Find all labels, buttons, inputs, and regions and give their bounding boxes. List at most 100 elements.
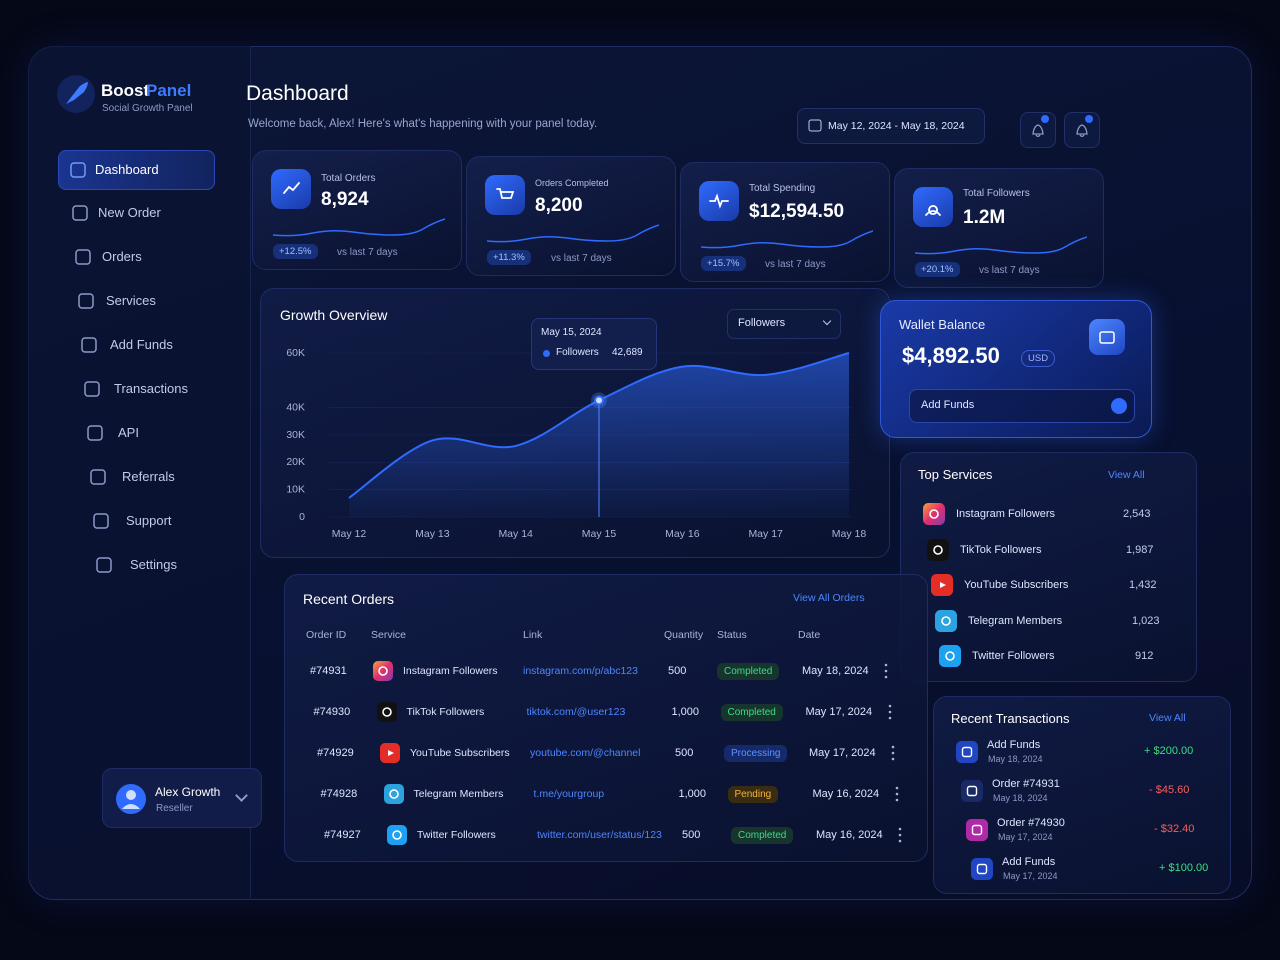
order-link[interactable]: tiktok.com/@user123 xyxy=(526,706,626,718)
tooltip-value: 42,689 xyxy=(612,347,643,359)
transaction-amount: + $200.00 xyxy=(1144,745,1194,757)
service-icon xyxy=(939,645,961,667)
nav-label: Support xyxy=(126,513,172,528)
top-services-title: Top Services xyxy=(918,467,993,482)
x-tick-label: May 17 xyxy=(748,528,783,540)
brand-name: Boost xyxy=(101,81,150,100)
message-button[interactable] xyxy=(1064,112,1100,148)
service-glyph-shape xyxy=(381,707,392,717)
top-services-card: Top Services View All Instagram Followers 2… xyxy=(900,452,1197,682)
transaction-glyph-shape xyxy=(961,746,973,758)
nav-icon-shape xyxy=(75,249,91,265)
order-link[interactable]: twitter.com/user/status/123 xyxy=(537,829,662,841)
nav-item[interactable]: Support xyxy=(82,502,237,540)
transaction-glyph-shape xyxy=(971,824,983,836)
stat-glyph xyxy=(709,193,729,209)
x-tick-label: May 14 xyxy=(498,528,533,540)
transaction-glyph-shape xyxy=(966,785,978,797)
order-link[interactable]: t.me/yourgroup xyxy=(533,788,605,800)
menu-dot xyxy=(898,827,902,831)
row-menu xyxy=(888,704,891,720)
order-date: May 18, 2024 xyxy=(802,665,869,677)
x-tick-label: May 16 xyxy=(665,528,700,540)
order-quantity: 1,000 xyxy=(671,706,700,718)
order-quantity: 500 xyxy=(682,829,701,841)
wallet-currency: USD xyxy=(1021,350,1056,367)
menu-dot xyxy=(895,786,898,790)
stat-glyph-path xyxy=(283,182,300,194)
service-glyph xyxy=(933,544,943,555)
nav-item[interactable]: Referrals xyxy=(79,458,234,496)
transaction-glyph xyxy=(966,785,978,797)
nav-item[interactable]: Settings xyxy=(85,546,240,584)
service-glyph-shape xyxy=(392,830,402,840)
nav-icon xyxy=(93,513,109,529)
stat-glyph xyxy=(925,205,941,216)
nav-item[interactable]: New Order xyxy=(61,194,216,232)
order-id: #74927 xyxy=(324,829,361,841)
recent-orders-card: Recent Orders View All Orders Order ID Serv… xyxy=(284,574,928,862)
transactions-title: Recent Transactions xyxy=(951,711,1070,726)
user-chevron xyxy=(235,789,248,802)
bell-shape xyxy=(1076,124,1088,138)
nav-item[interactable]: Orders xyxy=(64,238,219,276)
nav-icon-shape xyxy=(84,381,100,397)
nav-item[interactable]: API xyxy=(76,414,231,452)
sparkline xyxy=(701,230,873,249)
stat-change: +11.3% xyxy=(487,250,531,265)
avatar-body xyxy=(122,804,140,809)
date-picker[interactable]: May 12, 2024 - May 18, 2024 xyxy=(797,108,985,144)
tooltip-date: May 15, 2024 xyxy=(541,327,602,339)
nav-icon-shape xyxy=(87,425,103,441)
recent-orders-title: Recent Orders xyxy=(303,591,395,607)
y-tick-label: 0 xyxy=(299,511,305,523)
add-funds-button[interactable]: Add Funds xyxy=(909,389,1135,423)
y-tick-label: 60K xyxy=(286,347,305,359)
service-name: Instagram Followers xyxy=(956,508,1056,520)
chart-title: Growth Overview xyxy=(280,307,388,323)
view-all-orders[interactable]: View All Orders xyxy=(793,592,865,604)
nav-icon-shape xyxy=(93,513,109,529)
stat-change: +15.7% xyxy=(701,256,746,271)
sparkline xyxy=(487,224,659,243)
sparkline xyxy=(915,236,1087,255)
service-count: 2,543 xyxy=(1123,508,1151,520)
nav-label: Orders xyxy=(102,249,142,264)
top-services-link[interactable]: View All xyxy=(1108,469,1145,481)
chart-selector[interactable]: Followers xyxy=(727,309,841,339)
column-header: Service xyxy=(371,629,407,641)
menu-dot xyxy=(888,710,891,714)
order-link[interactable]: youtube.com/@channel xyxy=(530,747,641,759)
service-glyph xyxy=(392,830,402,840)
stat-value: $12,594.50 xyxy=(749,201,845,222)
x-tick-label: May 15 xyxy=(582,528,617,540)
nav-label: New Order xyxy=(98,205,161,220)
order-link[interactable]: instagram.com/p/abc123 xyxy=(523,665,638,677)
wallet-amount: $4,892.50 xyxy=(902,343,1000,368)
menu-dot xyxy=(884,675,888,679)
logo-icon xyxy=(57,75,95,113)
stat-value: 8,924 xyxy=(321,189,369,210)
transactions-card: Recent Transactions View All Add Funds May … xyxy=(933,696,1231,894)
service-glyph xyxy=(940,582,946,588)
order-status: Completed xyxy=(731,827,794,844)
bell-icon xyxy=(1032,124,1044,138)
nav-item[interactable]: Dashboard xyxy=(58,150,215,190)
transactions-link[interactable]: View All xyxy=(1149,712,1186,724)
user-card[interactable]: Alex Growth Reseller xyxy=(102,768,262,828)
calendar-shape xyxy=(808,119,822,132)
nav-label: Settings xyxy=(130,557,177,572)
stat-icon xyxy=(913,187,953,227)
nav-item[interactable]: Services xyxy=(67,282,222,320)
service-glyph-shape xyxy=(378,666,388,676)
service-glyph-shape xyxy=(941,615,951,626)
notification-button[interactable] xyxy=(1020,112,1056,148)
nav-item[interactable]: Transactions xyxy=(73,370,228,408)
service-glyph-shape xyxy=(933,544,943,555)
service-glyph-shape xyxy=(388,789,399,799)
page-subtitle: Welcome back, Alex! Here's what's happen… xyxy=(248,118,598,130)
nav-icon xyxy=(96,557,112,573)
order-id: #74931 xyxy=(310,665,347,677)
service-glyph-shape xyxy=(929,509,939,519)
nav-item[interactable]: Add Funds xyxy=(70,326,225,364)
